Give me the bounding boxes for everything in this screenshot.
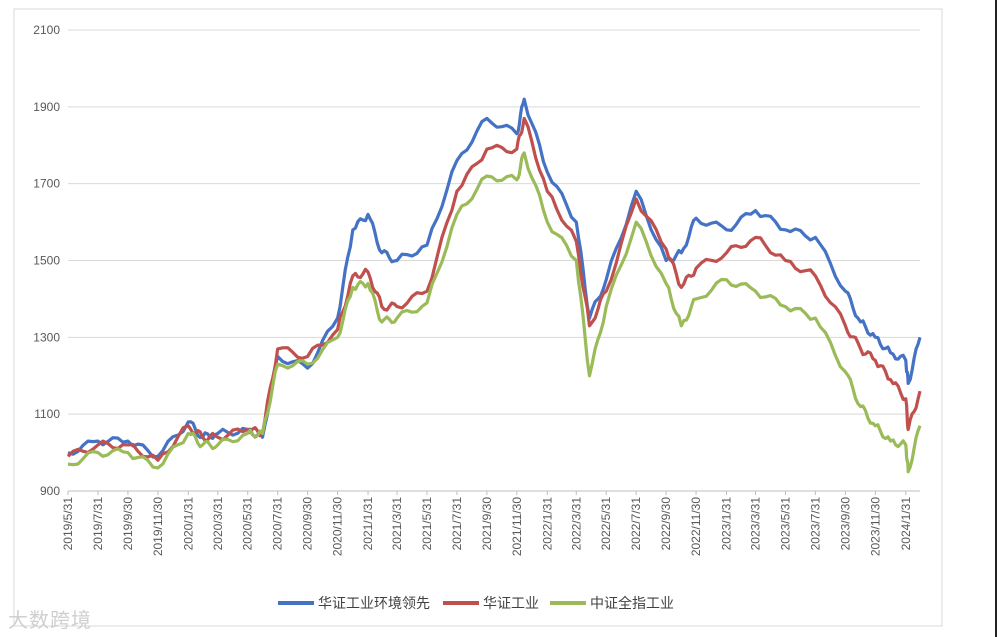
x-tick-label: 2022/1/31 [540, 497, 554, 551]
x-tick-label: 2022/3/31 [569, 497, 583, 551]
y-tick-label: 1500 [33, 254, 60, 268]
x-tick-label: 2020/7/31 [271, 497, 285, 551]
x-tick-label: 2023/7/31 [808, 497, 822, 551]
y-tick-label: 1300 [33, 330, 60, 344]
legend: 华证工业环境领先 华证工业 中证全指工业 [278, 595, 674, 611]
x-tick-label: 2021/11/30 [510, 497, 524, 556]
x-tick-label: 2022/5/31 [599, 497, 613, 551]
x-tick-label: 2019/5/31 [61, 497, 75, 551]
series-line-3 [67, 151, 922, 474]
y-tick-label: 1700 [33, 177, 60, 191]
x-tick-label: 2020/5/31 [241, 497, 255, 551]
series-line-2 [66, 116, 922, 462]
x-tick-label: 2021/9/30 [480, 497, 494, 551]
x-tick-label: 2019/11/30 [151, 497, 165, 556]
y-tick-label: 1900 [33, 100, 60, 114]
x-tick-label: 2023/1/31 [720, 497, 734, 551]
x-tick-label: 2019/7/31 [91, 497, 105, 551]
x-tick-label: 2021/1/31 [361, 497, 375, 551]
legend-label-2: 华证工业 [483, 595, 539, 611]
x-tick-label: 2019/9/30 [121, 497, 135, 551]
x-tick-label: 2023/3/31 [748, 497, 762, 551]
x-tick-label: 2022/11/30 [689, 497, 703, 556]
series-line-1 [67, 97, 922, 459]
x-axis-tick-labels: 2019/5/31 2019/7/31 2019/9/30 2019/11/30 202… [61, 491, 913, 556]
x-tick-label: 2020/9/30 [301, 497, 315, 551]
legend-label-3: 中证全指工业 [590, 595, 674, 611]
series-lines [66, 97, 922, 474]
x-tick-label: 2024/1/31 [899, 497, 913, 551]
y-tick-label: 2100 [33, 23, 60, 37]
x-tick-label: 2023/5/31 [778, 497, 792, 551]
gridlines [68, 29, 920, 492]
x-tick-label: 2020/3/31 [211, 497, 225, 551]
x-tick-label: 2021/3/31 [390, 497, 404, 551]
x-tick-label: 2023/9/30 [838, 497, 852, 551]
x-tick-label: 2023/11/30 [868, 497, 882, 556]
legend-label-1: 华证工业环境领先 [318, 595, 430, 611]
x-tick-label: 2022/7/31 [629, 497, 643, 551]
x-tick-label: 2020/1/31 [181, 497, 195, 551]
x-tick-label: 2020/11/30 [331, 497, 345, 556]
y-tick-label: 1100 [34, 407, 60, 421]
watermark-text: 大数跨境 [8, 608, 92, 632]
x-tick-label: 2021/5/31 [420, 497, 434, 551]
x-tick-label: 2021/7/31 [450, 497, 464, 551]
y-tick-label: 900 [40, 484, 60, 498]
x-tick-label: 2022/9/30 [659, 497, 673, 551]
y-axis-tick-labels: 900 1100 1300 1500 1700 1900 2100 [33, 23, 60, 498]
chart-border [13, 8, 943, 627]
